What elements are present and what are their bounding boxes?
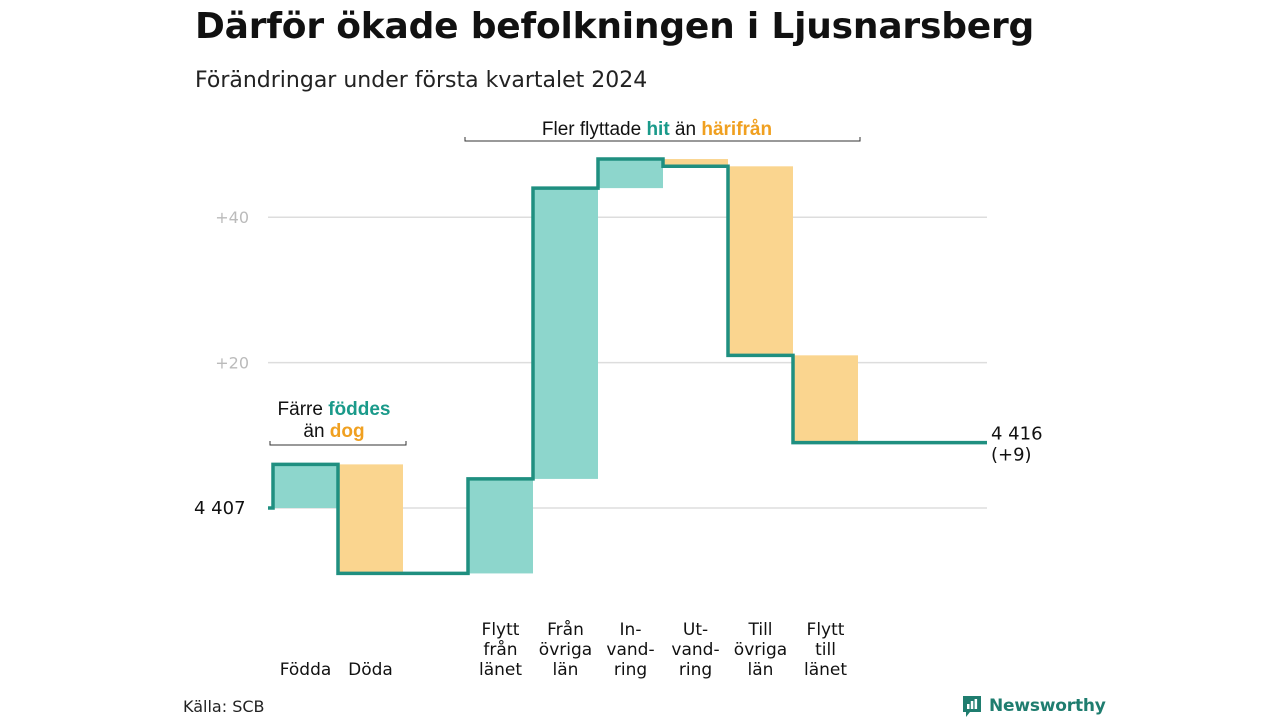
start-value-label: 4 407 <box>194 498 246 519</box>
chart-subtitle: Förändringar under första kvartalet 2024 <box>195 68 648 93</box>
annotation-span: härifrån <box>701 119 772 140</box>
annotation-span: Färre <box>278 399 329 420</box>
x-category-label: Från <box>547 619 584 640</box>
bar <box>793 355 858 443</box>
chart-title: Därför ökade befolkningen i Ljusnarsberg <box>195 6 1035 47</box>
x-category-label: länet <box>479 660 522 680</box>
y-tick-label: +20 <box>215 354 249 373</box>
x-category-label: Födda <box>280 660 332 680</box>
x-category-label: till <box>815 640 836 660</box>
x-category-label: län <box>553 660 579 680</box>
bar <box>533 188 598 479</box>
x-category-label: län <box>748 660 774 680</box>
bars <box>273 159 858 574</box>
bar <box>468 478 533 574</box>
brand-logo: Newsworthy <box>961 694 1106 718</box>
source-note: Källa: SCB <box>183 697 265 716</box>
x-category-label: Ut- <box>683 620 708 640</box>
bar <box>338 464 403 574</box>
births-bracket <box>269 441 407 446</box>
step-line <box>268 157 987 576</box>
x-category-label: Flytt <box>482 620 520 640</box>
bar <box>598 159 663 189</box>
annotation-span: hit <box>646 119 670 140</box>
x-category-label: övriga <box>539 640 592 660</box>
moves-bracket <box>464 137 861 142</box>
annotation-span: föddes <box>328 399 390 420</box>
x-category-label: från <box>483 639 517 660</box>
cumulative-step-line <box>268 157 987 576</box>
annotation-text: än dog <box>303 421 364 442</box>
bar <box>663 159 728 167</box>
annotation-span: än <box>303 421 329 442</box>
x-category-label: Flytt <box>807 620 845 640</box>
end-value-label: 4 416 <box>991 424 1043 445</box>
x-category-label: vand- <box>671 640 719 660</box>
x-category-label: Till <box>747 620 772 640</box>
y-tick-label: +40 <box>215 208 249 227</box>
annotation-text: Färre föddes <box>278 399 391 420</box>
x-category-label: ring <box>679 660 712 680</box>
x-category-label: In- <box>620 620 642 640</box>
x-category-label: länet <box>804 660 847 680</box>
bar <box>273 464 338 508</box>
x-category-label: vand- <box>606 640 654 660</box>
end-value-label: (+9) <box>991 445 1032 466</box>
annotation-span: dog <box>330 421 365 442</box>
x-category-label: ring <box>614 660 647 680</box>
annotation-span: än <box>670 119 702 140</box>
x-category-label: Döda <box>348 660 393 680</box>
x-category-label: övriga <box>734 640 787 660</box>
annotation-text: Fler flyttade hit än härifrån <box>542 119 772 140</box>
bar <box>728 166 793 356</box>
newsworthy-logo-icon <box>963 696 981 717</box>
gridlines <box>268 216 987 509</box>
annotation-span: Fler flyttade <box>542 119 647 140</box>
brand-name: Newsworthy <box>989 696 1106 716</box>
